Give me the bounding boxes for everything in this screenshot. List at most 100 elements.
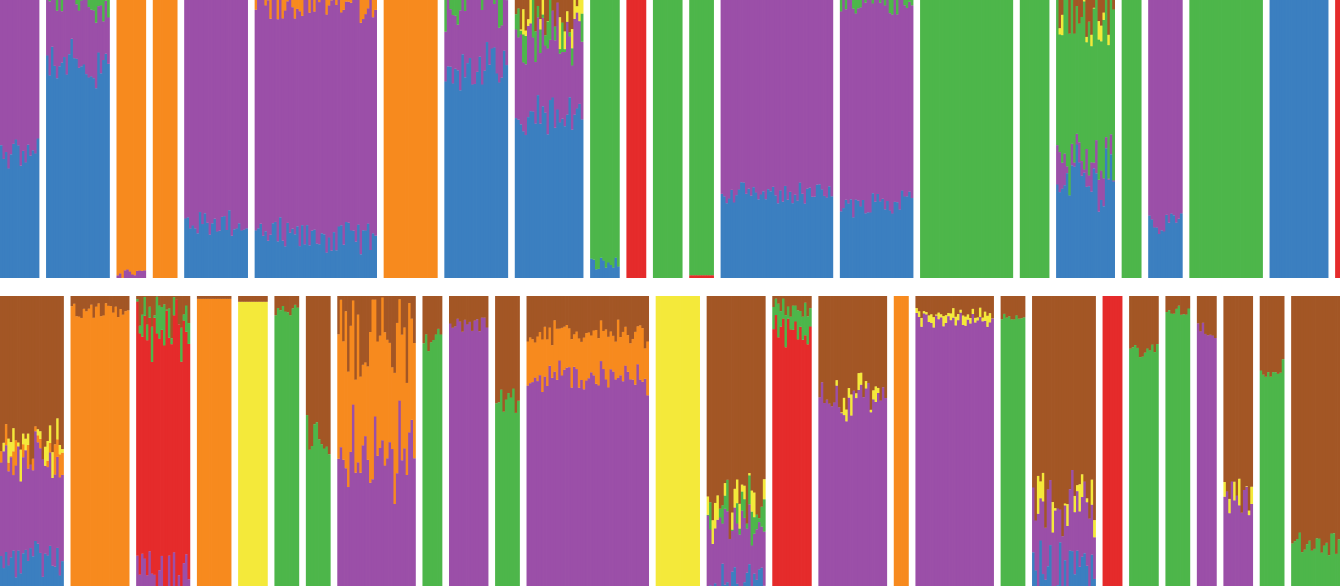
bar-segment-brown <box>731 296 734 513</box>
bar-segment-orange <box>381 297 385 441</box>
bar-segment-green <box>456 0 460 25</box>
population-1-9 <box>514 0 584 279</box>
bar-segment-brown <box>104 296 108 304</box>
bar-segment-blue <box>330 250 334 278</box>
bar-segment-yellow <box>580 0 584 14</box>
bar-segment-purple <box>1242 490 1246 586</box>
bar-segment-blue <box>1083 553 1087 586</box>
bar-segment-orange <box>226 298 230 586</box>
bar-segment-brown <box>308 296 312 450</box>
bar-segment-blue <box>1148 215 1151 278</box>
bar-segment-green <box>1172 313 1176 586</box>
bar-segment-blue <box>48 545 52 586</box>
bar-segment-orange <box>53 444 57 475</box>
bar-segment-green <box>172 297 176 316</box>
bar-segment-brown <box>556 0 560 3</box>
bar-segment-orange <box>398 299 402 401</box>
bar-segment-red <box>806 344 810 586</box>
bar-segment-purple <box>339 447 343 586</box>
bar-segment-yellow <box>1078 484 1082 512</box>
bar-segment-orange <box>21 444 25 458</box>
bar-segment-yellow <box>677 296 681 586</box>
bar-segment-green <box>1305 544 1309 586</box>
bar-segment-brown <box>922 296 926 312</box>
bar-segment-brown <box>713 296 717 503</box>
bar-segment-red <box>641 0 644 278</box>
bar-segment-yellow <box>1250 486 1254 504</box>
bar-segment-blue <box>849 199 853 278</box>
bar-segment-purple <box>463 319 467 586</box>
bar-segment-purple <box>1085 149 1089 187</box>
bar-segment-brown <box>376 296 380 342</box>
bar-segment-blue <box>99 73 103 278</box>
bar-segment-blue <box>1076 550 1079 586</box>
bar-segment-orange <box>580 341 584 380</box>
bar-segment-blue <box>732 202 736 278</box>
bar-segment-brown <box>1315 296 1319 539</box>
bar-segment-purple <box>371 479 375 586</box>
bar-segment-yellow <box>930 314 933 323</box>
bar-segment-brown <box>823 296 827 403</box>
bar-segment-purple <box>818 397 822 586</box>
bar-segment-orange <box>592 330 596 376</box>
bar-segment-green <box>1000 0 1004 278</box>
bar-segment-brown <box>1100 0 1103 26</box>
bar-segment-yellow <box>260 301 263 586</box>
bar-segment-purple <box>34 431 37 542</box>
bar-segment-blue <box>1078 162 1081 278</box>
bar-segment-yellow <box>524 30 528 36</box>
bar-segment-orange <box>131 0 134 275</box>
bar-segment-brown <box>41 296 45 460</box>
bar-segment-purple <box>563 52 567 127</box>
bar-segment-yellow <box>257 301 261 586</box>
bar-segment-green <box>1129 348 1132 586</box>
bar-segment-yellow <box>845 409 849 422</box>
bar-segment-purple <box>830 0 834 197</box>
bar-segment-brown <box>983 296 987 312</box>
bar-segment-orange <box>560 327 564 376</box>
bar-segment-blue <box>325 252 329 278</box>
bar-segment-brown <box>1063 296 1067 504</box>
bar-segment-orange <box>563 326 566 370</box>
bar-segment-blue <box>369 250 373 278</box>
bar-segment-brown <box>116 296 120 318</box>
population-2-6 <box>274 296 300 586</box>
bar-segment-purple <box>803 0 807 204</box>
bar-segment-orange <box>388 342 392 443</box>
bar-segment-brown <box>855 296 858 394</box>
bar-segment-purple <box>871 3 875 194</box>
bar-segment-green <box>514 14 518 30</box>
bar-segment-purple <box>859 7 863 207</box>
bar-segment-yellow <box>1247 510 1251 516</box>
bar-segment-yellow <box>51 452 55 478</box>
bar-segment-brown <box>504 296 508 400</box>
bar-segment-purple <box>560 375 564 586</box>
bar-segment-purple <box>136 270 139 278</box>
bar-segment-purple <box>587 378 591 586</box>
bar-segment-yellow <box>522 9 525 35</box>
bar-segment-purple <box>369 482 372 586</box>
bar-segment-red <box>628 0 632 278</box>
bar-segment-yellow <box>1107 34 1111 46</box>
bar-segment-brown <box>1300 296 1304 553</box>
bar-segment-brown <box>528 296 532 338</box>
bar-segment-blue <box>526 117 530 278</box>
bar-segment-green <box>1203 0 1207 278</box>
bar-segment-purple <box>1170 0 1173 214</box>
bar-segment-green <box>1034 0 1038 278</box>
bar-segment-green <box>1327 555 1331 586</box>
bar-segment-brown <box>942 296 946 317</box>
bar-segment-brown <box>1046 296 1050 490</box>
bar-segment-purple <box>335 4 338 251</box>
bar-segment-purple <box>72 0 76 59</box>
bar-segment-blue <box>1311 0 1314 278</box>
bar-segment-green <box>1044 0 1047 278</box>
bar-segment-red <box>698 275 702 278</box>
bar-segment-purple <box>874 401 878 586</box>
bar-segment-green <box>1005 317 1009 586</box>
bar-segment-green <box>155 296 159 334</box>
bar-segment-brown <box>1097 0 1101 22</box>
bar-segment-purple <box>531 382 535 586</box>
bar-segment-blue <box>58 66 62 278</box>
bar-segment-purple <box>877 392 880 586</box>
